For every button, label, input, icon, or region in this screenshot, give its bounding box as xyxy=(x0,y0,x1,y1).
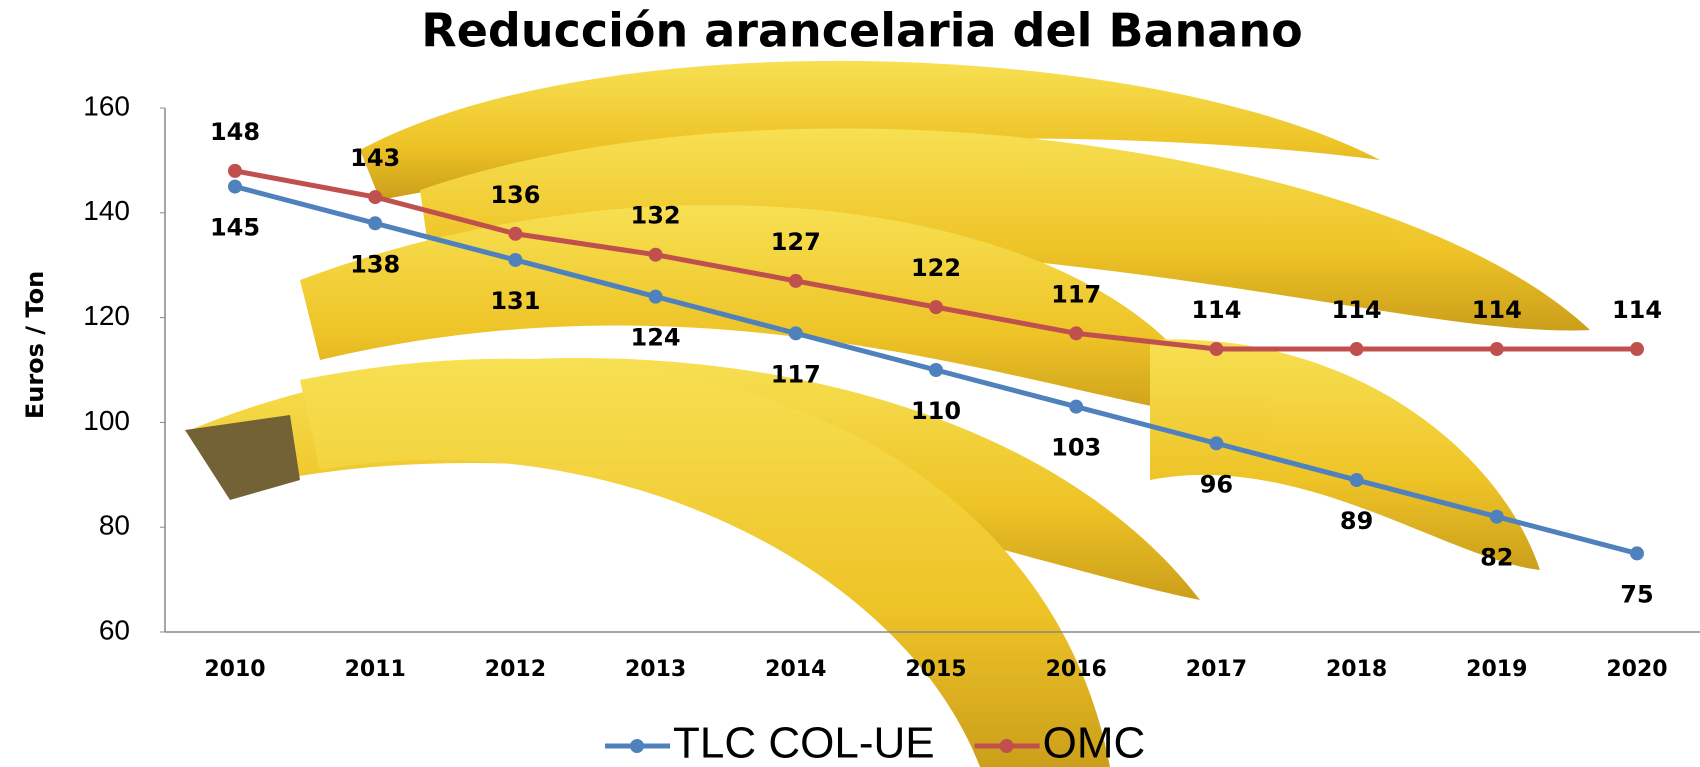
data-label: 132 xyxy=(631,202,681,230)
data-point xyxy=(1209,342,1223,356)
y-tick-label: 140 xyxy=(83,195,130,226)
y-tick-label: 60 xyxy=(99,614,130,645)
x-tick-label: 2012 xyxy=(485,657,546,682)
data-point xyxy=(649,290,663,304)
data-label: 117 xyxy=(771,360,821,388)
data-label: 75 xyxy=(1620,580,1653,608)
page: Reducción arancelaria del Banano Euros /… xyxy=(0,0,1700,767)
x-tick-label: 2018 xyxy=(1326,657,1387,682)
data-label: 117 xyxy=(1051,280,1101,308)
banana-stem xyxy=(185,415,300,500)
x-tick-label: 2011 xyxy=(345,657,406,682)
data-point xyxy=(789,274,803,288)
x-tick-label: 2010 xyxy=(204,657,265,682)
y-tick-label: 100 xyxy=(83,405,130,436)
x-tick-label: 2019 xyxy=(1466,657,1527,682)
x-tick-label: 2015 xyxy=(905,657,966,682)
data-label: 103 xyxy=(1051,434,1101,462)
data-label: 114 xyxy=(1191,296,1241,324)
legend-label: TLC COL-UE xyxy=(673,719,935,767)
data-label: 143 xyxy=(350,144,400,172)
data-point xyxy=(789,326,803,340)
banana-decoration xyxy=(300,359,1110,767)
banana-decoration xyxy=(1150,339,1540,570)
data-label: 124 xyxy=(631,324,681,352)
data-point xyxy=(1069,326,1083,340)
chart-title: Reducción arancelaria del Banano xyxy=(421,4,1302,58)
data-point xyxy=(368,190,382,204)
data-point xyxy=(649,248,663,262)
data-point xyxy=(508,253,522,267)
data-label: 138 xyxy=(350,250,400,278)
data-point xyxy=(508,227,522,241)
chart: Reducción arancelaria del Banano Euros /… xyxy=(0,0,1700,767)
data-point xyxy=(1350,473,1364,487)
data-point xyxy=(1490,510,1504,524)
x-tick-label: 2014 xyxy=(765,657,826,682)
data-point xyxy=(1069,400,1083,414)
data-label: 114 xyxy=(1612,296,1662,324)
x-tick-label: 2013 xyxy=(625,657,686,682)
data-label: 114 xyxy=(1332,296,1382,324)
data-label: 89 xyxy=(1340,507,1373,535)
data-label: 131 xyxy=(490,287,540,315)
legend-marker xyxy=(630,739,644,753)
legend: TLC COL-UE OMC xyxy=(605,719,1145,767)
data-label: 127 xyxy=(771,228,821,256)
data-label: 122 xyxy=(911,254,961,282)
data-label: 136 xyxy=(490,181,540,209)
data-point xyxy=(929,300,943,314)
data-label: 110 xyxy=(911,397,961,425)
x-tick-label: 2016 xyxy=(1046,657,1107,682)
data-point xyxy=(1209,436,1223,450)
legend-marker xyxy=(1000,739,1014,753)
data-label: 148 xyxy=(210,118,260,146)
data-point xyxy=(368,216,382,230)
data-point xyxy=(228,164,242,178)
data-label: 145 xyxy=(210,214,260,242)
data-point xyxy=(1630,342,1644,356)
data-point xyxy=(1630,546,1644,560)
y-axis-label: Euros / Ton xyxy=(21,271,49,419)
x-tick-label: 2017 xyxy=(1186,657,1247,682)
data-label: 96 xyxy=(1200,470,1233,498)
data-point xyxy=(1490,342,1504,356)
y-tick-label: 160 xyxy=(83,90,130,121)
y-tick-label: 80 xyxy=(99,510,130,541)
y-tick-label: 120 xyxy=(83,300,130,331)
data-label: 82 xyxy=(1480,544,1513,572)
data-point xyxy=(228,180,242,194)
legend-label: OMC xyxy=(1043,719,1146,767)
x-tick-label: 2020 xyxy=(1606,657,1667,682)
data-point xyxy=(929,363,943,377)
data-label: 114 xyxy=(1472,296,1522,324)
data-point xyxy=(1350,342,1364,356)
